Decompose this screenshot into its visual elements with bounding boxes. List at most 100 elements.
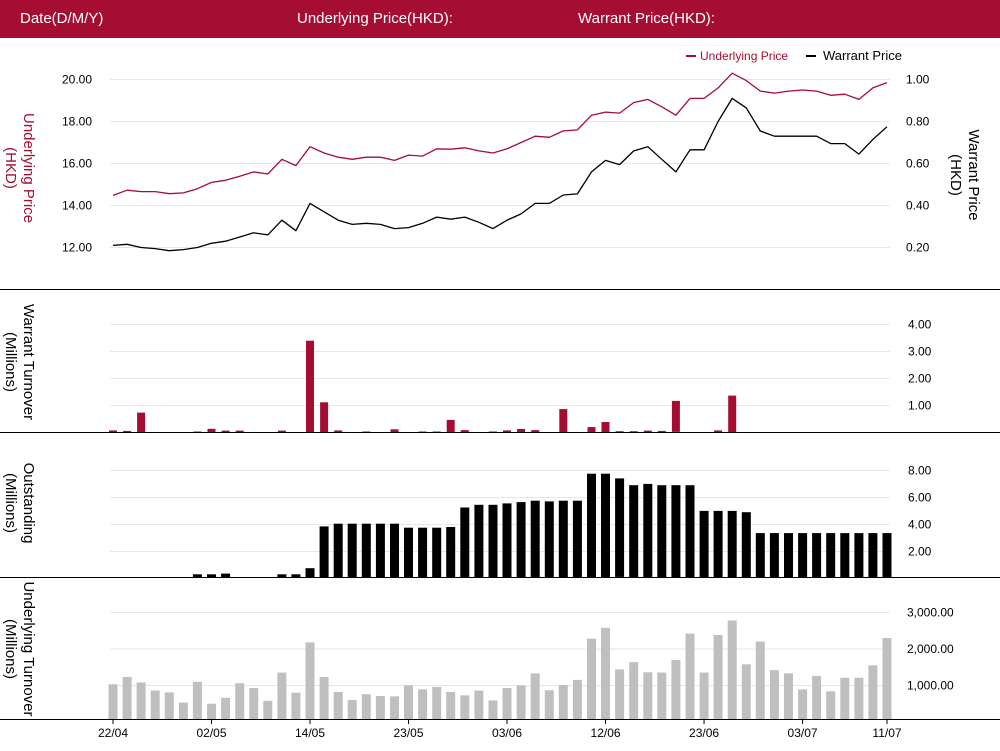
x-tick-label: 23/05: [394, 726, 424, 740]
y-tick-label-left: 20.00: [62, 73, 92, 87]
date-label: Date(D/M/Y): [20, 10, 104, 27]
underlying-turnover-axis-title: Underlying Turnover(Millions): [2, 581, 37, 716]
underlying-turnover-bar: [516, 685, 526, 719]
underlying-turnover-bar: [671, 659, 681, 719]
underlying-turnover-bar: [277, 672, 287, 719]
outstanding-bar: [615, 478, 625, 577]
y-tick-label: 3,000.00: [907, 606, 954, 620]
warrant-turnover-bar: [503, 430, 511, 432]
outstanding-bar: [291, 574, 301, 577]
outstanding-axis-title: Outstanding(Millions): [2, 463, 37, 544]
warrant-turnover-bar: [671, 400, 680, 432]
x-tick-label: 12/06: [591, 726, 621, 740]
warrant-price-line: [112, 97, 888, 252]
underlying-turnover-bar: [474, 690, 484, 719]
underlying-turnover-bar: [798, 689, 808, 719]
outstanding-bar: [657, 485, 667, 577]
outstanding-bar: [516, 502, 526, 577]
outstanding-bar: [418, 527, 428, 577]
warrant-turnover-bar: [137, 412, 146, 432]
underlying-turnover-bar: [615, 669, 625, 719]
underlying-turnover-bar: [530, 673, 540, 719]
y-tick-label: 2,000.00: [907, 642, 954, 656]
outstanding-bar: [404, 527, 413, 577]
warrant-turnover-bar: [193, 431, 202, 432]
y-tick-label-left: 12.00: [62, 241, 92, 255]
y-tick-label: 3.00: [908, 345, 932, 359]
underlying-turnover-bar: [178, 702, 188, 719]
underlying-turnover-bar: [868, 665, 878, 719]
underlying-turnover-bar: [375, 696, 385, 719]
outstanding-bar: [643, 483, 653, 578]
underlying-turnover-bar: [122, 677, 132, 719]
underlying-turnover-bar: [235, 683, 245, 719]
x-tick-label: 11/07: [872, 726, 901, 740]
warrant-turnover-bar: [277, 430, 286, 432]
underlying-turnover-bar: [432, 686, 442, 719]
underlying-turnover-bar: [727, 620, 737, 719]
warrant-turnover-bar: [235, 430, 244, 432]
warrant-turnover-bar: [207, 428, 216, 432]
outstanding-bar: [277, 574, 287, 577]
warrant-chart: 12.00 14.00 16.00 18.00 20.00 0.20 0.40 0.60 0.8…: [0, 48, 1000, 740]
warrant-turnover-bar: [559, 409, 568, 432]
outstanding-bar: [361, 523, 371, 577]
underlying-turnover-bar: [587, 638, 596, 719]
outstanding-bar: [432, 527, 442, 577]
warrant-turnover-bar: [109, 430, 117, 432]
warrant-turnover-bar: [517, 429, 526, 432]
underlying-turnover-bar: [460, 695, 470, 719]
warrant-turnover-bar: [460, 430, 469, 432]
underlying-turnover-bar: [192, 681, 202, 719]
warrant-turnover-bar: [728, 395, 737, 433]
outstanding-bar: [502, 503, 512, 577]
warrant-turnover-bar: [418, 431, 427, 432]
underlying-turnover-bar: [305, 642, 315, 719]
outstanding-bar: [572, 500, 582, 577]
outstanding-bar: [390, 523, 399, 577]
outstanding-bar: [629, 485, 639, 577]
outstanding-bar: [741, 512, 751, 577]
outstanding-bar: [755, 533, 765, 577]
warrant-turnover-bar: [714, 430, 723, 432]
y-tick-label: 1,000.00: [907, 679, 954, 693]
warrant-turnover-bar: [446, 419, 455, 433]
warrant-turnover-bar: [306, 340, 314, 432]
outstanding-bar: [375, 523, 385, 577]
warrant-turnover-bar: [615, 431, 624, 432]
outstanding-bar: [798, 533, 808, 577]
underlying-turnover-bar: [488, 700, 498, 719]
warrant-turnover-bar: [390, 429, 399, 432]
warrant-turnover-bar: [221, 430, 230, 432]
warrant-turnover-bar: [320, 402, 329, 432]
outstanding-bar: [699, 510, 709, 578]
underlying-turnover-bar: [150, 690, 160, 719]
y-tick-label-left: 18.00: [62, 115, 92, 129]
underlying-turnover-bar: [361, 694, 371, 719]
y-tick-label: 1.00: [908, 399, 932, 413]
outstanding-bar: [854, 533, 864, 577]
outstanding-bar: [587, 473, 596, 577]
underlying-turnover-bar: [291, 692, 301, 719]
underlying-turnover-bar: [826, 691, 836, 719]
underlying-turnover-bar: [502, 688, 512, 719]
warrant-turnover-bar: [531, 430, 540, 432]
underlying-turnover-bar: [404, 685, 413, 719]
underlying-turnover-bar: [699, 672, 709, 719]
underlying-turnover-bar: [558, 685, 568, 719]
underlying-turnover-bar: [601, 627, 610, 720]
underlying-turnover-bar: [784, 673, 793, 719]
outstanding-bar: [446, 527, 456, 577]
warrant-turnover-bar: [657, 430, 666, 432]
warrant-turnover-bar: [643, 430, 652, 432]
underlying-turnover-bar: [446, 692, 456, 719]
outstanding-bar: [474, 504, 484, 577]
warrant-turnover-bar: [123, 430, 132, 432]
x-tick-label: 22/04: [98, 726, 128, 740]
outstanding-bar: [544, 501, 554, 577]
warrant-turnover-bar: [587, 427, 596, 432]
x-tick-label: 23/06: [689, 726, 719, 740]
outstanding-bar: [221, 573, 231, 577]
y-axis-title-right: Warrant Price(HKD): [947, 129, 982, 220]
outstanding-bar: [530, 500, 540, 577]
